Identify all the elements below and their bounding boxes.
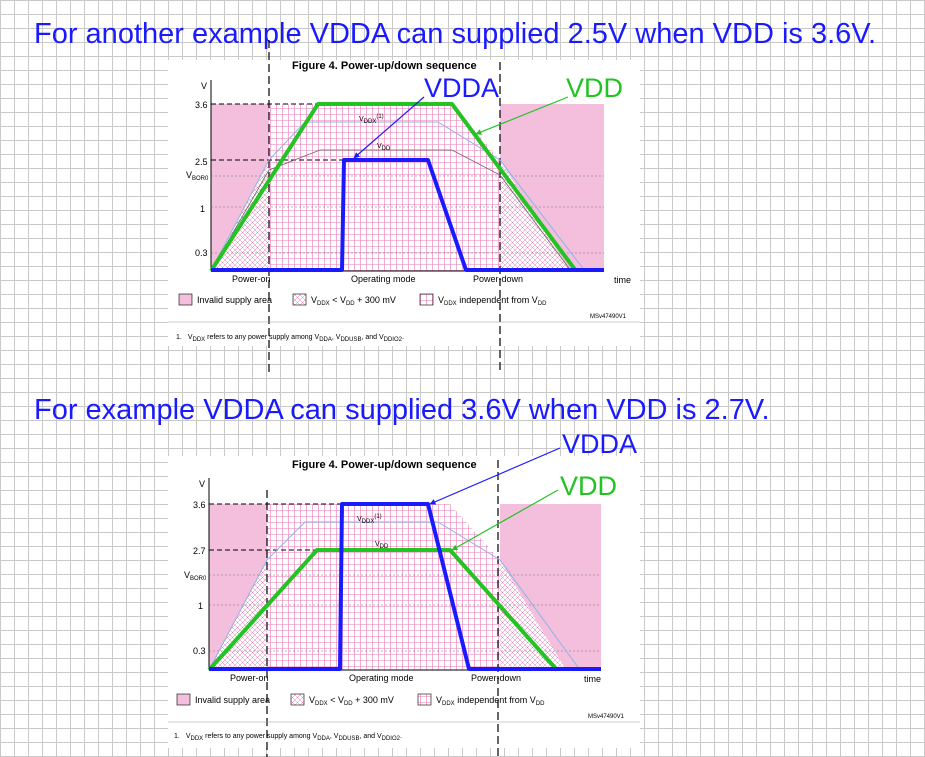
vdd-annotation-arrow [451, 489, 559, 551]
figure-2: Figure 4. Power-up/down sequence V time … [168, 429, 640, 757]
vddx-independent-area [211, 104, 500, 271]
phase-label-operating: Operating mode [351, 274, 416, 284]
vddx-curve-label: VDDX(1) [357, 514, 382, 525]
vbor0-label: VBOR0 [184, 570, 207, 582]
vdda-annotation-arrow [429, 447, 561, 505]
y-tick-label: 2.5 [195, 157, 208, 167]
legend-invalid: Invalid supply area [197, 295, 272, 305]
figure-code: MSv47490V1 [590, 314, 627, 320]
vdd-annotation: VDD [560, 471, 617, 501]
x-axis-label: time [584, 674, 601, 684]
vdda-annotation: VDDA [562, 429, 637, 459]
vdd-curve-label: VDD [375, 541, 389, 550]
vdd-annotation-arrow [475, 96, 569, 135]
vddx-curve [210, 121, 586, 272]
legend-swatch-invalid [178, 293, 193, 306]
figure-code: MSv47490V1 [588, 714, 625, 720]
y-tick-label: 0.3 [193, 646, 206, 656]
legend-vddx-limited: VDDX < VDD + 300 mV [311, 295, 396, 307]
heading-example-2: For example VDDA can supplied 3.6V when … [34, 394, 770, 426]
legend-swatch-grid [417, 693, 432, 706]
vdd-series-line [209, 102, 578, 273]
figure-1: Figure 4. Power-up/down sequence V time … [168, 40, 640, 372]
vddx-curve [208, 521, 581, 671]
vdd-series-line [207, 548, 559, 672]
vdd-annotation: VDD [566, 73, 623, 103]
legend-swatch-invalid [176, 693, 191, 706]
vdd-curve-label: VDD [377, 143, 391, 152]
vbor0-label: VBOR0 [186, 170, 209, 182]
figure-2-title: Figure 4. Power-up/down sequence [292, 459, 477, 471]
phase-label-power-on: Power-on [230, 673, 269, 683]
legend-invalid: Invalid supply area [195, 695, 270, 705]
phase-label-operating: Operating mode [349, 673, 414, 683]
footnote: 1. VDDX refers to any power supply among … [174, 733, 402, 742]
y-tick-label: 2.7 [193, 546, 206, 556]
vdda-series-line [211, 158, 604, 272]
y-axis-label: V [201, 81, 207, 91]
phase-label-power-down: Power-down [471, 673, 521, 683]
y-tick-label: 3.6 [193, 500, 206, 510]
vdda-series-line [209, 502, 601, 671]
phase-label-power-down: Power-down [473, 274, 523, 284]
x-axis-label: time [614, 275, 631, 285]
vdda-annotation: VDDA [424, 73, 499, 103]
legend-vddx-independent: VDDX independent from VDD [436, 695, 545, 707]
heading-example-1: For another example VDDA can supplied 2.… [34, 18, 877, 50]
y-axis-label: V [199, 479, 205, 489]
phase-label-power-on: Power-on [232, 274, 271, 284]
vdd-reference-curve [210, 149, 572, 272]
y-tick-label: 0.3 [195, 248, 208, 258]
legend-vddx-independent: VDDX independent from VDD [438, 295, 547, 307]
legend-swatch-hatched [292, 293, 307, 306]
legend-swatch-grid [419, 293, 434, 306]
y-tick-label: 1 [198, 601, 203, 611]
figure-1-title: Figure 4. Power-up/down sequence [292, 60, 477, 72]
vddx-curve-label: VDDX(1) [359, 114, 384, 125]
y-tick-label: 3.6 [195, 100, 208, 110]
y-tick-label: 1 [200, 204, 205, 214]
vddx-limited-area-right [500, 560, 566, 670]
vdda-annotation-arrow [353, 96, 425, 159]
legend-swatch-hatched [290, 693, 305, 706]
legend-vddx-limited: VDDX < VDD + 300 mV [309, 695, 394, 707]
footnote: 1. VDDX refers to any power supply among … [176, 334, 404, 343]
